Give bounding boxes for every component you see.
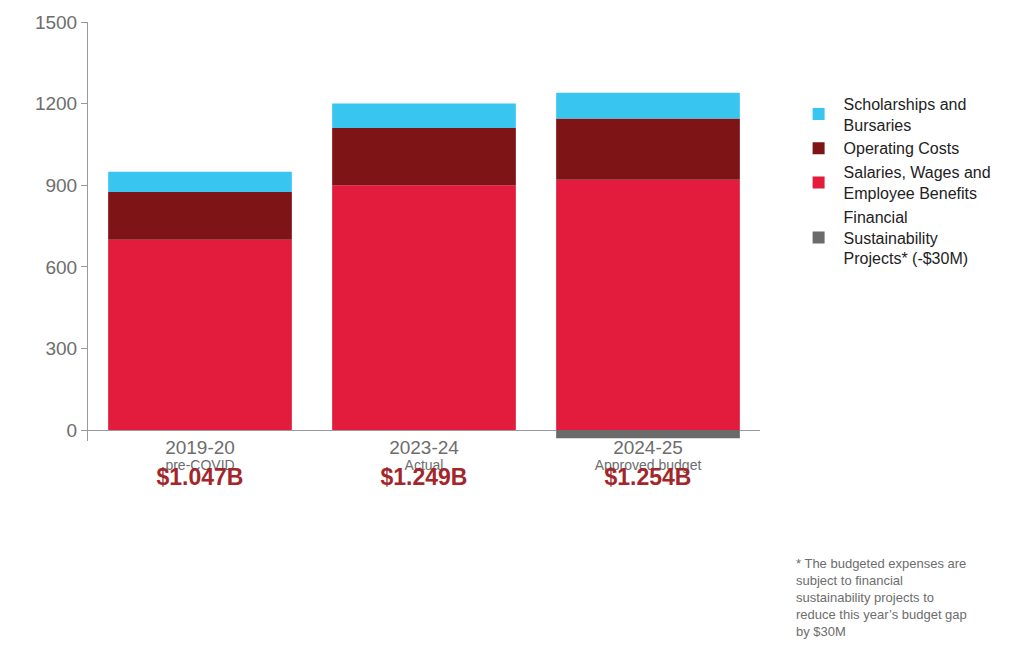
svg-text:2019-20pre-COVID$1.047B: 2019-20pre-COVID$1.047B	[157, 437, 244, 490]
svg-text:2023-24Actual$1.249B: 2023-24Actual$1.249B	[381, 437, 468, 490]
svg-text:900: 900	[45, 175, 77, 196]
svg-text:Operating Costs: Operating Costs	[844, 140, 960, 157]
svg-text:Salaries, Wages andEmployee Be: Salaries, Wages andEmployee Benefits	[844, 164, 991, 202]
svg-text:* The budgeted expenses aresub: * The budgeted expenses aresubject to fi…	[796, 556, 967, 639]
svg-text:Scholarships andBursaries: Scholarships andBursaries	[844, 96, 967, 134]
svg-text:FinancialSustainabilityProject: FinancialSustainabilityProjects* (-$30M)	[844, 209, 968, 268]
svg-text:1200: 1200	[35, 93, 77, 114]
svg-text:300: 300	[45, 338, 77, 359]
svg-text:600: 600	[45, 257, 77, 278]
svg-text:2024-25Approved budget$1.254B: 2024-25Approved budget$1.254B	[595, 437, 702, 490]
svg-text:1500: 1500	[35, 12, 77, 33]
svg-text:0: 0	[67, 420, 78, 441]
